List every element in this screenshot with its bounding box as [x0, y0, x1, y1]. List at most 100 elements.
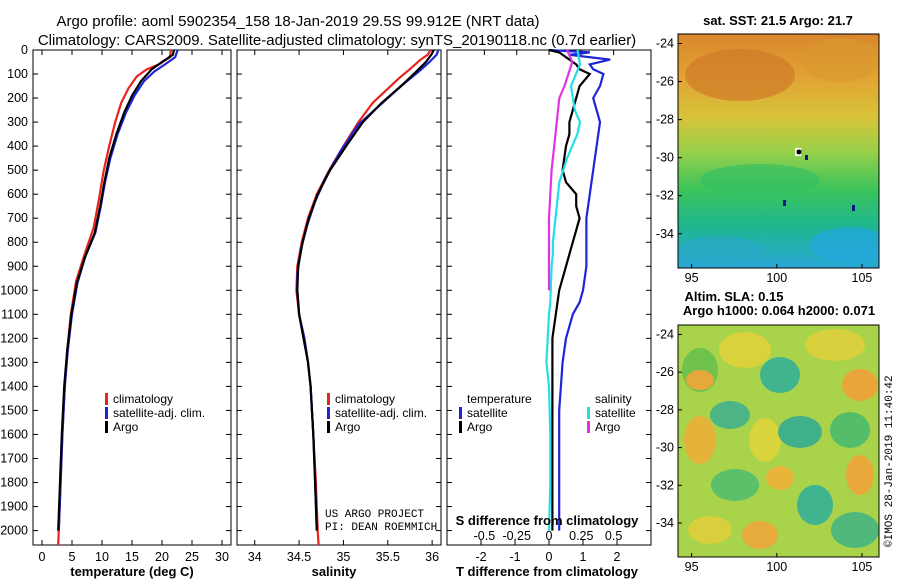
- map-x-tick-label: 100: [766, 271, 787, 285]
- map-y-tick-label: -34: [656, 227, 674, 241]
- sla-high: [684, 416, 716, 464]
- sst-cool-patch: [700, 164, 820, 196]
- map-y-tick-label: -28: [656, 403, 674, 417]
- map-y-tick-label: -26: [656, 365, 674, 379]
- sla-map-frame: [677, 324, 880, 558]
- sst-map-frame: [677, 33, 880, 269]
- salinity-xlabel: salinity: [312, 564, 358, 579]
- legend-swatch-argo: [327, 421, 330, 433]
- sst-map-ticks: 95 100 105 -24 -26 -28 -30 -32 -34: [656, 37, 873, 285]
- depth-tick-label: 1100: [1, 307, 28, 321]
- series-argo: [296, 49, 435, 531]
- map-x-tick-label: 95: [685, 271, 699, 285]
- legend-swatch-argo: [105, 421, 108, 433]
- sst-map-field: [678, 34, 879, 268]
- x-tick-label: 15: [125, 550, 139, 564]
- map-y-tick-label: -24: [656, 327, 674, 341]
- s-tick-label: 0: [546, 529, 553, 543]
- s-tick-label: 0.5: [605, 529, 622, 543]
- legend-swatch-climatology: [105, 393, 108, 405]
- difference-x-ticks: -2 -1 0 1 2: [475, 540, 621, 564]
- imos-watermark: ©IMOS 28-Jan-2019 11:40:42: [884, 375, 896, 547]
- legend-swatch-climatology: [327, 393, 330, 405]
- sla-high: [742, 521, 778, 549]
- depth-tick-label: 1500: [0, 403, 28, 417]
- map-x-tick-label: 95: [685, 560, 699, 574]
- legend-swatch-satellite: [327, 407, 330, 419]
- legend-title-temperature: temperature: [467, 392, 532, 406]
- x-tick-label: 10: [95, 550, 109, 564]
- x-tick-label: -2: [475, 550, 486, 564]
- legend-swatch-satellite: [105, 407, 108, 419]
- legend-label-climatology: climatology: [335, 392, 395, 406]
- series-t-argo: [548, 48, 592, 531]
- legend-label-argo: Argo: [113, 420, 139, 434]
- sla-high: [749, 418, 781, 462]
- legend-swatch-s-argo: [587, 421, 590, 433]
- legend-label-argo: Argo: [335, 420, 361, 434]
- t-difference-xlabel: T difference from climatology: [456, 564, 639, 579]
- depth-tick-label: 1400: [0, 379, 28, 393]
- legend-swatch-t-argo: [459, 421, 462, 433]
- sla-high: [766, 466, 794, 490]
- legend-label-satellite: satellite-adj. clim.: [113, 406, 205, 420]
- map-x-tick-label: 105: [852, 560, 873, 574]
- s-tick-label: -0.25: [502, 529, 531, 543]
- x-tick-label: 0: [39, 550, 46, 564]
- salinity-diff-ticks: -0.5 -0.25 0 0.25 0.5: [474, 50, 622, 543]
- depth-tick-label: 700: [7, 211, 28, 225]
- temperature-xlabel: temperature (deg C): [70, 564, 194, 579]
- map-y-tick-label: -26: [656, 75, 674, 89]
- series-climatology: [295, 49, 432, 546]
- depth-tick-label: 200: [7, 91, 28, 105]
- sla-high: [686, 370, 714, 390]
- depth-tick-label: 2000: [0, 524, 28, 538]
- s-difference-xlabel: S difference from climatology: [456, 513, 640, 528]
- series-s-argo: [547, 49, 574, 291]
- s-tick-label: 0.25: [569, 529, 593, 543]
- legend-label-t-argo: Argo: [467, 420, 493, 434]
- map-y-tick-label: -34: [656, 516, 674, 530]
- sla-high: [688, 516, 732, 544]
- series-satellite-adj-clim-: [296, 49, 440, 531]
- legend-swatch-s-satellite: [587, 407, 590, 419]
- map-y-tick-label: -28: [656, 113, 674, 127]
- sla-low: [711, 469, 759, 501]
- sla-low: [710, 401, 750, 429]
- salinity-frame: [236, 49, 442, 546]
- depth-tick-label: 300: [7, 115, 28, 129]
- legend-title-salinity: salinity: [595, 392, 632, 406]
- legend-swatch-t-satellite: [459, 407, 462, 419]
- land-pixel: [783, 200, 786, 206]
- difference-frame: [446, 49, 652, 546]
- temperature-frame: [32, 49, 232, 546]
- depth-tick-label: 100: [7, 67, 28, 81]
- sla-map-title: Altim. SLA: 0.15: [685, 289, 784, 304]
- title-line-2: Climatology: CARS2009. Satellite-adjuste…: [38, 32, 636, 49]
- x-tick-label: 2: [614, 550, 621, 564]
- sla-high: [842, 369, 878, 401]
- depth-tick-label: 1800: [0, 476, 28, 490]
- sst-warm-patch: [800, 38, 879, 82]
- sla-high: [719, 332, 771, 368]
- depth-axis-labels: 0 100 200 300 400 500 600 700 800 900 1000 1100 1200…: [0, 43, 651, 538]
- depth-tick-label: 1700: [0, 451, 28, 465]
- x-tick-label: 5: [69, 550, 76, 564]
- depth-tick-label: 1000: [0, 283, 28, 297]
- legend-label-satellite: satellite-adj. clim.: [335, 406, 427, 420]
- depth-tick-label: 1200: [0, 331, 28, 345]
- x-tick-label: 0: [546, 550, 553, 564]
- depth-tick-label: 800: [7, 235, 28, 249]
- depth-tick-label: 400: [7, 139, 28, 153]
- salinity-lines: [295, 49, 440, 546]
- legend-label-s-argo: Argo: [595, 420, 621, 434]
- x-tick-label: 35.5: [376, 550, 400, 564]
- depth-tick-label: 500: [7, 163, 28, 177]
- difference-panel: -2 -1 0 1 2 -0.5 -0.25 0 0.25 0.5 S difference f…: [446, 48, 652, 579]
- map-x-tick-label: 105: [852, 271, 873, 285]
- difference-lines: [545, 48, 611, 531]
- argo-float-marker: [796, 149, 802, 155]
- sla-high: [846, 455, 874, 495]
- legend-label-t-satellite: satellite: [467, 406, 508, 420]
- sla-low: [830, 412, 870, 448]
